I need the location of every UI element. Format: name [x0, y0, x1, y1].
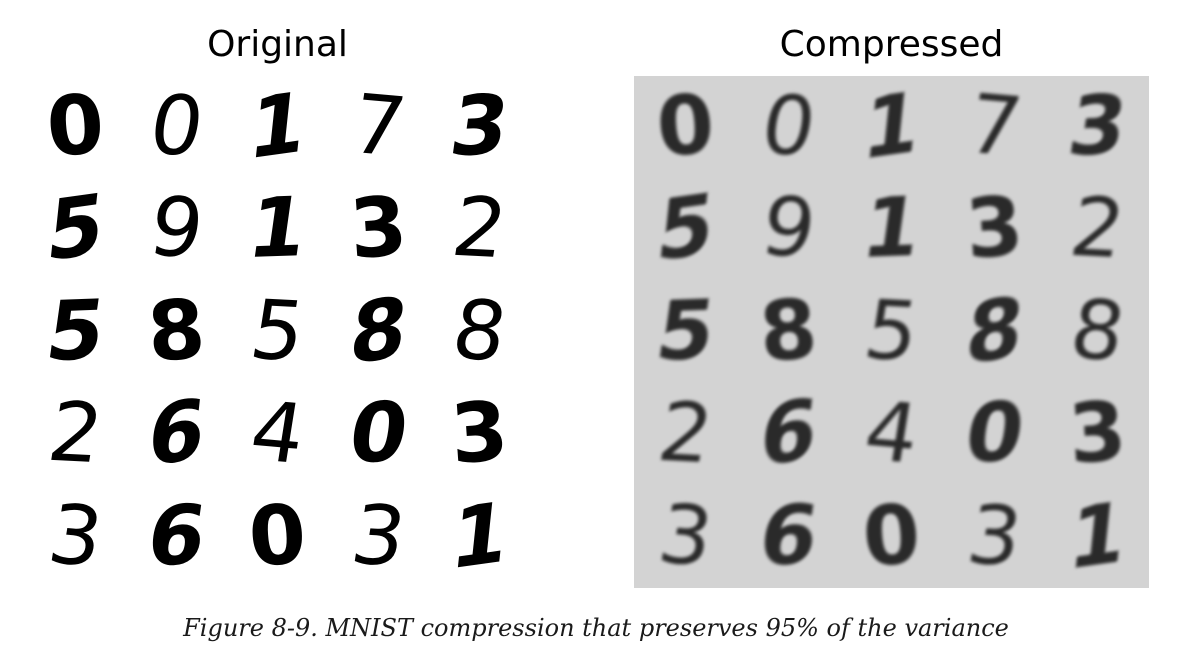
original-digit: 0 [343, 385, 414, 483]
original-digit: 8 [345, 278, 412, 385]
compressed-digit: 3 [652, 486, 720, 586]
compressed-digit: 0 [755, 78, 823, 176]
original-digit: 6 [141, 487, 212, 586]
original-digit: 1 [244, 74, 311, 180]
compressed-digit: 5 [858, 282, 926, 381]
original-digit: 9 [143, 179, 211, 279]
original-digit: 7 [345, 77, 413, 176]
compressed-digit: 8 [961, 278, 1028, 385]
original-digit: 0 [245, 486, 310, 586]
compressed-digit: 3 [961, 487, 1029, 585]
compressed-digit: 5 [652, 176, 719, 282]
original-digit: 0 [143, 78, 211, 176]
compressed-digit: 3 [962, 179, 1027, 279]
compressed-digit: 8 [756, 282, 821, 381]
original-digit: 4 [244, 384, 312, 484]
compressed-digit: 1 [858, 74, 925, 180]
original-digit: 3 [447, 384, 512, 484]
compressed-digit: 3 [1065, 384, 1130, 484]
compressed-digit: 9 [755, 179, 823, 279]
original-panel-title: Original [207, 24, 348, 65]
original-digit: 2 [446, 180, 514, 278]
original-digit: 6 [143, 381, 210, 487]
compressed-digit: 0 [859, 486, 924, 586]
figure-caption: Figure 8-9. MNIST compression that prese… [183, 614, 1009, 642]
original-digit: 5 [42, 176, 109, 282]
original-digit: 1 [242, 180, 313, 278]
compressed-digit: 6 [753, 487, 824, 586]
compressed-digit: 5 [650, 282, 721, 381]
original-digit: 5 [40, 282, 111, 381]
original-digit: 5 [244, 282, 312, 381]
original-digit: 3 [444, 77, 515, 176]
compressed-digit: 8 [1064, 282, 1132, 381]
original-digit: 0 [43, 77, 108, 177]
compressed-digit: 6 [755, 381, 822, 487]
compressed-digit: 2 [652, 385, 720, 483]
original-digit: 8 [144, 282, 209, 381]
original-digit: 3 [346, 179, 411, 279]
original-digit: 3 [42, 486, 110, 586]
compressed-digit: 7 [961, 77, 1029, 176]
original-digit: 3 [345, 487, 413, 585]
compressed-digit: 0 [959, 385, 1030, 483]
original-digit: 8 [446, 282, 514, 381]
compressed-digit: 3 [1062, 77, 1133, 176]
compressed-panel-title: Compressed [779, 24, 1004, 65]
compressed-digit: 0 [653, 77, 718, 177]
compressed-digit: 4 [858, 384, 926, 484]
compressed-digit: 2 [1064, 180, 1132, 278]
compressed-digit: 1 [1064, 483, 1131, 589]
original-digit: 2 [42, 385, 110, 483]
compressed-digit: 1 [856, 180, 927, 278]
original-digit: 1 [446, 483, 513, 589]
